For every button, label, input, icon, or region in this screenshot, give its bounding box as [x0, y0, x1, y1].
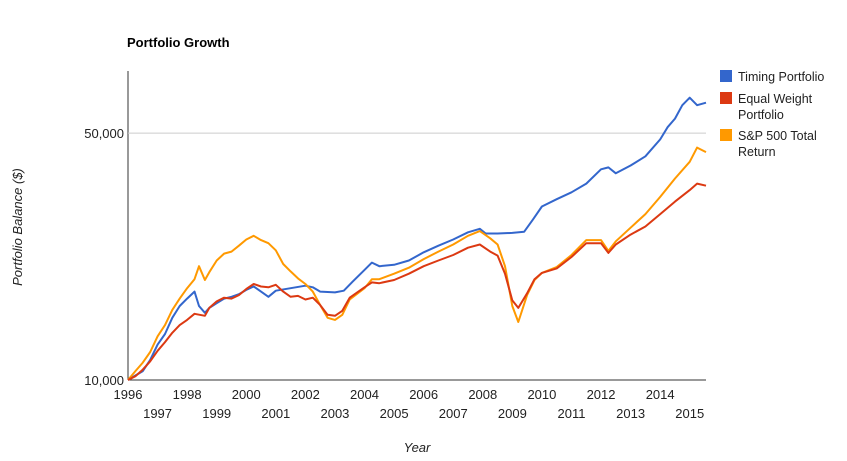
y-axis-ticks: 10,000 50,000	[84, 126, 124, 388]
plot-area	[127, 96, 707, 381]
series-line-1	[127, 182, 707, 381]
x-tick-label: 1997	[143, 406, 172, 421]
x-axis-label: Year	[404, 440, 431, 455]
x-tick-label: 1999	[202, 406, 231, 421]
x-tick-label: 2012	[587, 387, 616, 402]
y-tick-label: 10,000	[84, 373, 124, 388]
x-tick-label: 2015	[675, 406, 704, 421]
legend-swatch	[720, 70, 732, 82]
x-tick-label: 2003	[320, 406, 349, 421]
x-tick-label: 2002	[291, 387, 320, 402]
legend-swatch	[720, 92, 732, 104]
x-tick-label: 2013	[616, 406, 645, 421]
x-tick-label: 2006	[409, 387, 438, 402]
x-tick-label: 2001	[261, 406, 290, 421]
x-tick-label: 2011	[557, 406, 585, 421]
legend-label: S&P 500 Total Return	[738, 129, 817, 159]
series-line-2	[127, 146, 707, 381]
legend-label: Equal Weight Portfolio	[738, 92, 813, 122]
gridlines	[127, 71, 706, 381]
x-axis-ticks: 1996199719981999200020012002200320042005…	[114, 387, 705, 421]
series-line-0	[127, 96, 707, 381]
x-tick-label: 1996	[114, 387, 143, 402]
y-tick-label: 50,000	[84, 126, 124, 141]
x-tick-label: 2010	[527, 387, 556, 402]
legend: Timing Portfolio Equal Weight Portfolio S&P…	[720, 70, 824, 159]
x-tick-label: 1998	[173, 387, 202, 402]
x-tick-label: 2005	[380, 406, 409, 421]
x-tick-label: 2009	[498, 406, 527, 421]
x-tick-label: 2014	[646, 387, 675, 402]
x-tick-label: 2007	[439, 406, 468, 421]
y-axis-label: Portfolio Balance ($)	[10, 168, 25, 286]
x-tick-label: 2004	[350, 387, 379, 402]
x-tick-label: 2008	[468, 387, 497, 402]
x-tick-label: 2000	[232, 387, 261, 402]
legend-label: Timing Portfolio	[738, 70, 824, 84]
chart-title: Portfolio Growth	[127, 35, 230, 50]
legend-swatch	[720, 129, 732, 141]
